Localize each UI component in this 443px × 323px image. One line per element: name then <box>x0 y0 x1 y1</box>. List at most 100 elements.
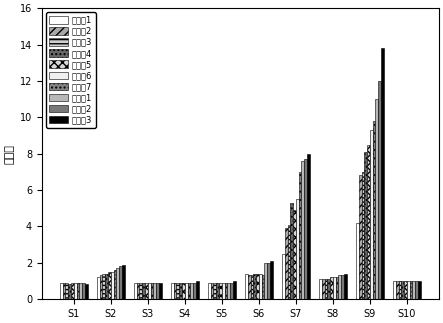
Bar <box>182 283 185 299</box>
Bar <box>325 279 327 299</box>
Bar <box>108 272 111 299</box>
Bar <box>145 283 148 299</box>
Bar <box>301 161 304 299</box>
Bar <box>179 283 182 299</box>
Bar <box>102 274 105 299</box>
Bar <box>233 281 236 299</box>
Bar <box>230 283 233 299</box>
Bar <box>296 199 299 299</box>
Bar <box>245 274 248 299</box>
Bar <box>364 152 367 299</box>
Bar <box>336 277 338 299</box>
Bar <box>378 81 381 299</box>
Bar <box>211 283 214 299</box>
Bar <box>142 283 145 299</box>
Bar <box>74 283 77 299</box>
Bar <box>187 283 190 299</box>
Bar <box>122 265 124 299</box>
Bar <box>356 223 359 299</box>
Bar <box>262 276 264 299</box>
Y-axis label: 响应值: 响应值 <box>4 144 14 163</box>
Bar <box>134 283 137 299</box>
Bar <box>97 277 100 299</box>
Bar <box>85 284 88 299</box>
Bar <box>176 283 179 299</box>
Bar <box>375 99 378 299</box>
Bar <box>250 276 253 299</box>
Bar <box>415 281 418 299</box>
Bar <box>151 283 153 299</box>
Bar <box>410 281 412 299</box>
Bar <box>333 277 336 299</box>
Bar <box>208 283 211 299</box>
Bar <box>330 277 333 299</box>
Bar <box>327 279 330 299</box>
Bar <box>264 263 267 299</box>
Bar <box>105 274 108 299</box>
Bar <box>404 281 407 299</box>
Bar <box>288 224 290 299</box>
Bar <box>282 254 285 299</box>
Bar <box>393 281 396 299</box>
Bar <box>113 270 117 299</box>
Bar <box>304 159 307 299</box>
Bar <box>370 130 373 299</box>
Bar <box>381 48 384 299</box>
Legend: 对比例1, 对比例2, 对比例3, 对比例4, 对比例5, 对比例6, 对比例7, 实施例1, 实施例2, 实施例3: 对比例1, 对比例2, 对比例3, 对比例4, 对比例5, 对比例6, 对比例7… <box>46 12 96 128</box>
Bar <box>216 283 219 299</box>
Bar <box>225 283 227 299</box>
Bar <box>341 276 344 299</box>
Bar <box>396 281 399 299</box>
Bar <box>267 263 270 299</box>
Bar <box>196 281 198 299</box>
Bar <box>62 283 66 299</box>
Bar <box>338 276 341 299</box>
Bar <box>153 283 156 299</box>
Bar <box>367 145 370 299</box>
Bar <box>293 210 296 299</box>
Bar <box>399 281 401 299</box>
Bar <box>159 283 162 299</box>
Bar <box>117 268 119 299</box>
Bar <box>290 203 293 299</box>
Bar <box>401 281 404 299</box>
Bar <box>193 283 196 299</box>
Bar <box>68 284 71 299</box>
Bar <box>322 279 325 299</box>
Bar <box>407 281 410 299</box>
Bar <box>219 283 222 299</box>
Bar <box>359 175 361 299</box>
Bar <box>361 172 364 299</box>
Bar <box>174 283 176 299</box>
Bar <box>256 274 259 299</box>
Bar <box>253 274 256 299</box>
Bar <box>71 283 74 299</box>
Bar <box>227 283 230 299</box>
Bar <box>248 276 250 299</box>
Bar <box>412 281 415 299</box>
Bar <box>418 281 421 299</box>
Bar <box>373 121 375 299</box>
Bar <box>137 283 140 299</box>
Bar <box>270 261 273 299</box>
Bar <box>171 283 174 299</box>
Bar <box>60 283 62 299</box>
Bar <box>319 279 322 299</box>
Bar <box>214 283 216 299</box>
Bar <box>156 283 159 299</box>
Bar <box>119 266 122 299</box>
Bar <box>111 272 113 299</box>
Bar <box>190 283 193 299</box>
Bar <box>222 283 225 299</box>
Bar <box>307 154 310 299</box>
Bar <box>344 274 347 299</box>
Bar <box>77 283 79 299</box>
Bar <box>259 274 262 299</box>
Bar <box>100 276 102 299</box>
Bar <box>285 228 288 299</box>
Bar <box>66 283 68 299</box>
Bar <box>185 283 187 299</box>
Bar <box>148 283 151 299</box>
Bar <box>82 283 85 299</box>
Bar <box>79 283 82 299</box>
